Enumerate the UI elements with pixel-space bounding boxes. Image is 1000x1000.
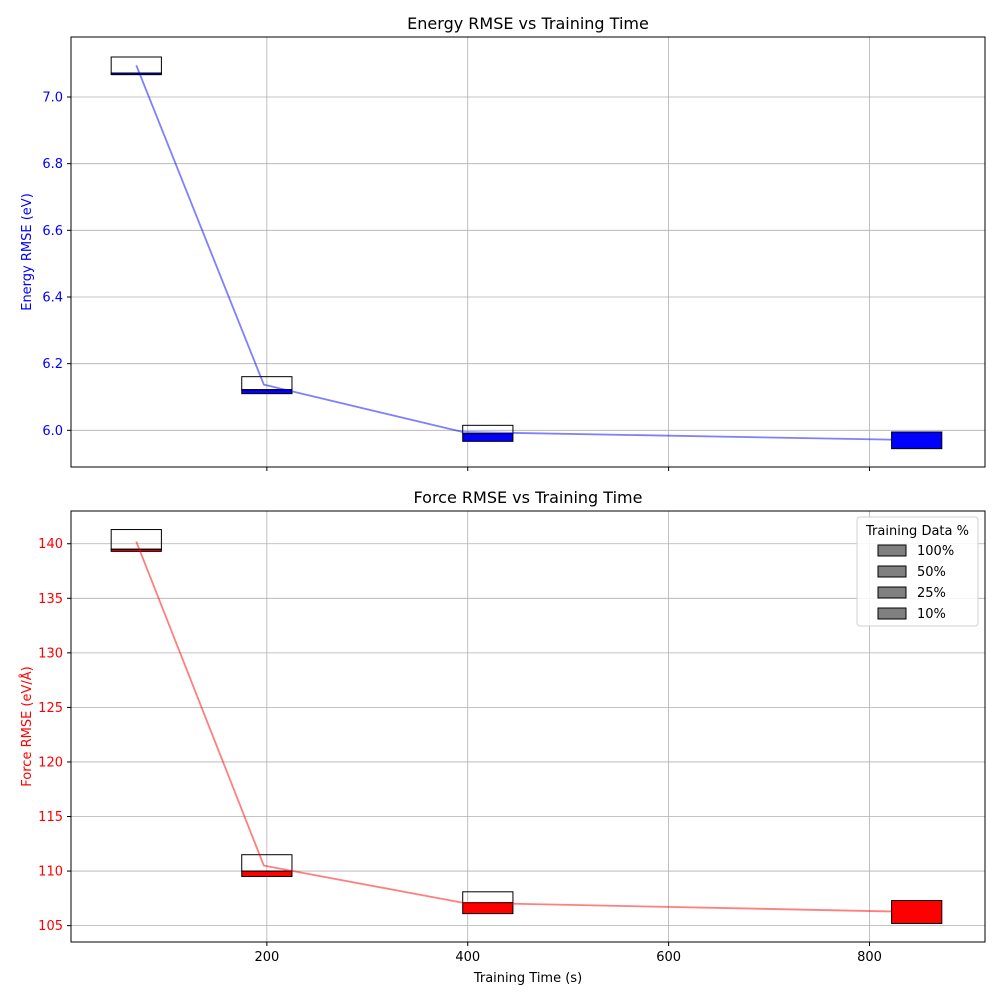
energy-y-tick-label: 7.0 xyxy=(42,91,63,106)
force-trend-line xyxy=(135,541,892,913)
legend-entries: 100% 50% 25% 10% xyxy=(877,544,954,622)
energy-y-tick-label: 6.2 xyxy=(42,357,63,372)
force-chart-title: Force RMSE vs Training Time xyxy=(414,488,643,507)
force-x-tick-label: 200 xyxy=(254,950,279,965)
force-y-tick-label: 125 xyxy=(38,701,63,716)
energy-y-axis-label: Energy RMSE (eV) xyxy=(20,193,35,311)
force-panel: 200 400 600 800 105 110 115 120 125 130 135 140 For… xyxy=(19,488,986,986)
energy-bar-100pct xyxy=(891,431,943,450)
legend-label-10pct: 10% xyxy=(917,607,946,622)
legend: Training Data % 100% 50% 25% 10% xyxy=(856,516,979,627)
energy-y-tick-label: 6.0 xyxy=(42,424,63,439)
force-bar-25pct xyxy=(241,870,293,878)
legend-label-25pct: 25% xyxy=(917,586,946,601)
legend-swatch-50pct xyxy=(877,565,907,578)
force-x-tick-label: 600 xyxy=(656,950,681,965)
energy-outline-box xyxy=(241,376,293,391)
force-marks xyxy=(110,529,943,924)
force-y-tick-label: 110 xyxy=(38,865,63,880)
legend-box xyxy=(856,516,979,627)
force-x-tick-label: 800 xyxy=(857,950,882,965)
energy-plot-frame xyxy=(70,36,986,468)
legend-swatch-100pct xyxy=(877,544,907,557)
force-y-tick-label: 130 xyxy=(38,646,63,661)
force-plot-frame xyxy=(70,510,986,943)
energy-y-tick-label: 6.4 xyxy=(42,291,63,306)
energy-y-tick-label: 6.6 xyxy=(42,224,63,239)
force-y-axis-label: Force RMSE (eV/Å) xyxy=(19,666,35,786)
force-ticks: 200 400 600 800 105 110 115 120 125 130 135 140 xyxy=(38,537,882,965)
force-y-tick-label: 140 xyxy=(38,537,63,552)
energy-outline-box xyxy=(462,424,514,435)
energy-trend-line xyxy=(135,64,892,441)
energy-chart-title: Energy RMSE vs Training Time xyxy=(407,14,649,33)
force-y-tick-label: 105 xyxy=(38,919,63,934)
legend-swatch-10pct xyxy=(877,607,907,620)
energy-outline-box xyxy=(110,56,162,74)
energy-ticks: 6.0 6.2 6.4 6.6 6.8 7.0 xyxy=(42,91,870,471)
legend-label-50pct: 50% xyxy=(917,565,946,580)
legend-swatch-25pct xyxy=(877,586,907,599)
force-y-tick-label: 120 xyxy=(38,755,63,770)
energy-bar-50pct xyxy=(462,433,514,442)
force-bar-100pct xyxy=(891,900,943,924)
legend-label-100pct: 100% xyxy=(917,544,954,559)
energy-y-tick-label: 6.8 xyxy=(42,157,63,172)
force-x-tick-label: 400 xyxy=(455,950,480,965)
force-y-tick-label: 135 xyxy=(38,592,63,607)
legend-title: Training Data % xyxy=(865,524,969,539)
force-outline-box xyxy=(110,529,162,550)
force-y-tick-label: 115 xyxy=(38,810,63,825)
energy-marks xyxy=(110,56,943,450)
force-x-axis-label: Training Time (s) xyxy=(473,971,582,986)
energy-grid xyxy=(71,37,985,467)
force-outline-box xyxy=(241,854,293,872)
energy-panel: 6.0 6.2 6.4 6.6 6.8 7.0 Energy RMSE vs Traini… xyxy=(20,14,986,471)
force-grid xyxy=(71,511,985,942)
